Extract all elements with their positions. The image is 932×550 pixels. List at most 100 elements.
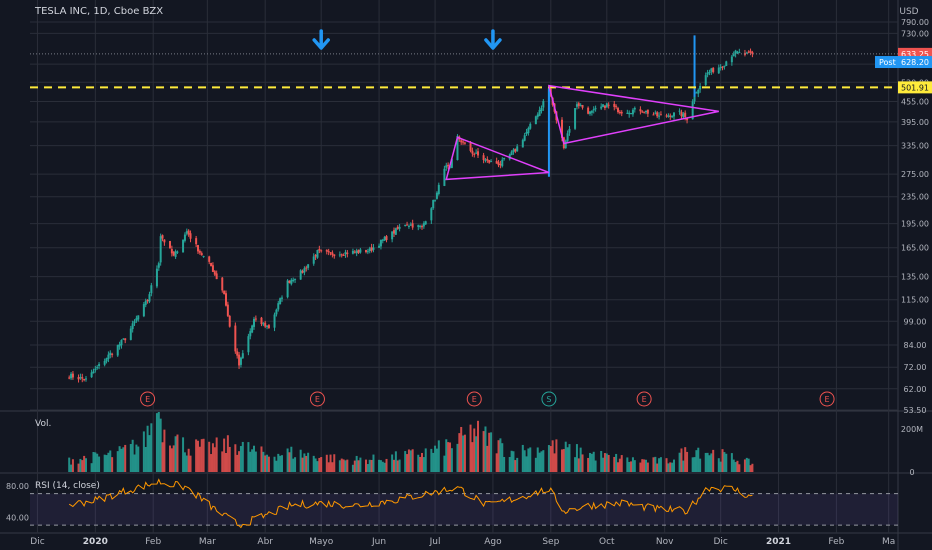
candle-body[interactable] <box>266 325 269 327</box>
volume-bar[interactable] <box>669 462 672 472</box>
volume-bar[interactable] <box>312 455 315 472</box>
candle-body[interactable] <box>495 160 498 164</box>
candle-body[interactable] <box>503 157 506 160</box>
candle-body[interactable] <box>566 133 569 141</box>
volume-bar[interactable] <box>734 462 737 472</box>
candle-body[interactable] <box>471 150 474 154</box>
volume-bar[interactable] <box>292 458 295 472</box>
volume-bar[interactable] <box>617 462 619 472</box>
volume-bar[interactable] <box>94 452 97 472</box>
volume-bar[interactable] <box>172 445 175 472</box>
candle-body[interactable] <box>226 304 229 316</box>
candle-body[interactable] <box>514 148 517 152</box>
volume-bar[interactable] <box>381 461 384 472</box>
candle-body[interactable] <box>682 113 685 118</box>
volume-bar[interactable] <box>344 460 347 472</box>
candle-body[interactable] <box>279 298 282 305</box>
volume-bar[interactable] <box>133 454 136 472</box>
candle-body[interactable] <box>150 285 153 294</box>
volume-bar[interactable] <box>277 453 280 472</box>
volume-bar[interactable] <box>697 447 700 472</box>
candle-body[interactable] <box>70 373 73 379</box>
candle-body[interactable] <box>617 108 619 113</box>
candle-body[interactable] <box>577 103 580 106</box>
volume-bar[interactable] <box>279 455 282 472</box>
candle-body[interactable] <box>129 328 132 340</box>
volume-bar[interactable] <box>200 439 203 472</box>
volume-bar[interactable] <box>743 459 746 472</box>
volume-bar[interactable] <box>68 457 71 472</box>
volume-bar[interactable] <box>161 442 164 472</box>
candle-body[interactable] <box>174 251 177 257</box>
candle-body[interactable] <box>473 153 476 155</box>
candle-body[interactable] <box>534 116 537 125</box>
volume-bar[interactable] <box>131 439 134 472</box>
candle-body[interactable] <box>195 238 198 245</box>
candle-body[interactable] <box>422 223 425 227</box>
candle-body[interactable] <box>210 262 213 267</box>
candle-body[interactable] <box>613 103 616 107</box>
candle-body[interactable] <box>538 109 541 116</box>
candle-body[interactable] <box>407 225 410 227</box>
volume-bar[interactable] <box>176 434 179 472</box>
volume-bar[interactable] <box>574 457 577 472</box>
candle-body[interactable] <box>288 280 291 283</box>
volume-bar[interactable] <box>652 457 655 472</box>
volume-bar[interactable] <box>103 454 106 472</box>
volume-bar[interactable] <box>486 445 489 472</box>
candle-body[interactable] <box>499 164 502 166</box>
candle-body[interactable] <box>241 353 244 359</box>
volume-bar[interactable] <box>523 450 526 472</box>
volume-bar[interactable] <box>717 458 720 472</box>
candle-body[interactable] <box>262 323 265 325</box>
volume-bar[interactable] <box>146 425 149 472</box>
volume-bar[interactable] <box>503 457 506 472</box>
volume-bar[interactable] <box>628 461 631 472</box>
candle-body[interactable] <box>303 268 306 273</box>
candle-body[interactable] <box>434 199 437 201</box>
volume-bar[interactable] <box>618 458 621 472</box>
volume-bar[interactable] <box>236 454 239 472</box>
volume-bar[interactable] <box>234 444 237 472</box>
candle-body[interactable] <box>590 110 593 113</box>
candle-body[interactable] <box>316 250 319 258</box>
volume-bar[interactable] <box>736 460 739 472</box>
candle-body[interactable] <box>267 325 270 329</box>
candle-body[interactable] <box>253 318 255 327</box>
candle-body[interactable] <box>325 249 328 252</box>
candle-body[interactable] <box>329 252 332 254</box>
candle-body[interactable] <box>529 123 532 129</box>
volume-bar[interactable] <box>275 460 278 472</box>
candle-body[interactable] <box>249 331 252 337</box>
rsi-line[interactable] <box>68 478 753 529</box>
volume-bar[interactable] <box>449 442 451 472</box>
candle-body[interactable] <box>161 235 164 239</box>
candle-body[interactable] <box>708 72 711 74</box>
volume-bar[interactable] <box>409 450 412 472</box>
volume-bar[interactable] <box>187 448 190 472</box>
volume-bar[interactable] <box>484 426 487 472</box>
candle-body[interactable] <box>437 184 440 195</box>
triangle-pattern[interactable] <box>445 136 550 181</box>
candle-body[interactable] <box>118 344 121 347</box>
volume-bar[interactable] <box>499 438 502 472</box>
volume-bar[interactable] <box>561 449 563 472</box>
candle-body[interactable] <box>393 230 395 234</box>
candle-body[interactable] <box>527 128 530 134</box>
volume-bar[interactable] <box>81 460 84 472</box>
volume-bar[interactable] <box>725 453 728 472</box>
volume-bar[interactable] <box>129 444 132 472</box>
candle-body[interactable] <box>684 112 687 117</box>
volume-bar[interactable] <box>120 448 123 472</box>
volume-bar[interactable] <box>645 459 647 472</box>
candle-body[interactable] <box>146 299 149 301</box>
volume-bar[interactable] <box>654 456 657 472</box>
volume-bar[interactable] <box>396 460 399 472</box>
candle-body[interactable] <box>732 53 735 57</box>
volume-bar[interactable] <box>553 453 556 472</box>
candle-body[interactable] <box>641 111 644 113</box>
volume-bar[interactable] <box>712 449 715 472</box>
candle-body[interactable] <box>409 224 412 226</box>
candle-body[interactable] <box>94 368 97 371</box>
volume-bar[interactable] <box>437 440 440 472</box>
